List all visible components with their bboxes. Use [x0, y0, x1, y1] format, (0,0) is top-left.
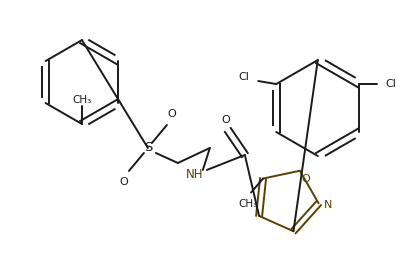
Text: O: O	[168, 109, 176, 119]
Text: Cl: Cl	[239, 72, 250, 82]
Text: CH₃: CH₃	[72, 95, 92, 105]
Text: S: S	[144, 141, 152, 155]
Text: NH: NH	[186, 169, 204, 181]
Text: O: O	[119, 177, 128, 187]
Text: O: O	[301, 174, 310, 184]
Text: O: O	[222, 115, 230, 125]
Text: N: N	[324, 200, 332, 210]
Text: CH₃: CH₃	[239, 199, 258, 209]
Text: Cl: Cl	[386, 79, 397, 89]
